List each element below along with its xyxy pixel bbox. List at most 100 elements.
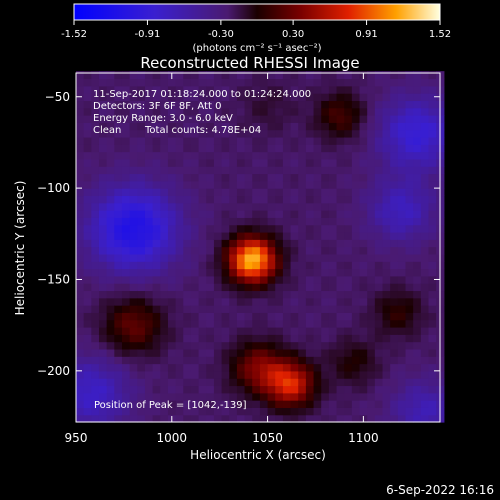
heatmap-cell — [167, 407, 177, 416]
heatmap-cell — [336, 210, 345, 218]
heatmap-cell — [413, 385, 422, 394]
heatmap-cell — [397, 173, 407, 182]
heatmap-cell — [313, 326, 322, 335]
heatmap-cell — [83, 115, 92, 123]
heatmap-cell — [290, 188, 299, 197]
heatmap-cell — [328, 392, 338, 401]
heatmap-cell — [428, 78, 437, 87]
heatmap-cell — [305, 378, 315, 387]
heatmap-cell — [428, 144, 437, 153]
heatmap-cell — [190, 202, 200, 211]
heatmap-cell — [221, 363, 230, 372]
heatmap-cell — [259, 400, 269, 408]
heatmap-cell — [344, 356, 353, 365]
heatmap-cell — [267, 78, 276, 87]
heatmap-cell — [367, 363, 376, 372]
heatmap-cell — [106, 246, 115, 255]
heatmap-cell — [175, 385, 184, 394]
heatmap-cell — [282, 93, 292, 102]
heatmap-cell — [382, 173, 391, 182]
heatmap-cell — [344, 319, 353, 328]
heatmap-cell — [313, 173, 322, 182]
heatmap-cell — [267, 210, 276, 218]
heatmap-cell — [213, 231, 223, 240]
heatmap-cell — [152, 115, 161, 123]
heatmap-cell — [83, 385, 92, 394]
heatmap-cell — [282, 210, 292, 218]
heatmap-cell — [298, 129, 307, 138]
heatmap-cell — [175, 290, 184, 299]
heatmap-cell — [152, 341, 161, 350]
heatmap-cell — [213, 173, 223, 182]
heatmap-cell — [321, 78, 330, 87]
heatmap-cell — [367, 129, 376, 138]
heatmap-cell — [160, 231, 169, 240]
heatmap-cell — [137, 122, 146, 131]
heatmap-cell — [413, 400, 422, 408]
heatmap-cell — [198, 217, 207, 226]
heatmap-cell — [91, 414, 100, 423]
heatmap-cell — [282, 144, 292, 153]
heatmap-cell — [236, 290, 246, 299]
heatmap-cell — [259, 122, 269, 131]
heatmap-cell — [336, 85, 345, 94]
heatmap-cell — [221, 202, 230, 211]
heatmap-cell — [390, 312, 399, 321]
heatmap-cell — [76, 107, 85, 116]
heatmap-cell — [390, 188, 399, 197]
heatmap-cell — [152, 290, 161, 299]
heatmap-cell — [152, 414, 161, 423]
heatmap-cell — [328, 261, 338, 270]
heatmap-cell — [351, 158, 361, 167]
heatmap-cell — [328, 115, 338, 123]
heatmap-cell — [244, 378, 253, 387]
heatmap-cell — [390, 231, 399, 240]
heatmap-cell — [267, 407, 276, 416]
heatmap-cell — [428, 224, 437, 233]
heatmap-cell — [83, 78, 92, 87]
heatmap-cell — [144, 93, 154, 102]
heatmap-cell — [259, 166, 269, 175]
heatmap-cell — [129, 283, 138, 292]
heatmap-cell — [229, 180, 238, 189]
heatmap-cell — [152, 305, 161, 313]
heatmap-cell — [198, 385, 207, 394]
heatmap-cell — [121, 71, 131, 80]
heatmap-cell — [282, 129, 292, 138]
heatmap-cell — [244, 370, 253, 379]
heatmap-cell — [252, 107, 261, 116]
heatmap-cell — [229, 378, 238, 387]
heatmap-cell — [367, 392, 376, 401]
heatmap-cell — [313, 231, 322, 240]
heatmap-cell — [83, 144, 92, 153]
heatmap-cell — [252, 202, 261, 211]
heatmap-cell — [267, 334, 276, 343]
heatmap-cell — [106, 363, 115, 372]
heatmap-cell — [252, 268, 261, 277]
heatmap-cell — [252, 312, 261, 321]
heatmap-cell — [321, 290, 330, 299]
heatmap-cell — [374, 334, 384, 343]
heatmap-cell — [298, 400, 307, 408]
heatmap-cell — [213, 217, 223, 226]
heatmap-cell — [198, 414, 207, 423]
heatmap-cell — [98, 290, 108, 299]
heatmap-cell — [76, 253, 85, 262]
heatmap-cell — [252, 326, 261, 335]
colorbar-tick-label: -0.30 — [208, 29, 234, 40]
heatmap-cell — [397, 158, 407, 167]
heatmap-cell — [305, 195, 315, 204]
heatmap-cell — [374, 210, 384, 218]
heatmap-cell — [137, 326, 146, 335]
heatmap-cell — [106, 275, 115, 284]
heatmap-cell — [83, 297, 92, 306]
heatmap-cell — [282, 378, 292, 387]
heatmap-cell — [374, 173, 384, 182]
heatmap-cell — [428, 326, 437, 335]
heatmap-cell — [129, 158, 138, 167]
heatmap-cell — [313, 107, 322, 116]
heatmap-cell — [229, 370, 238, 379]
heatmap-cell — [106, 78, 115, 87]
heatmap-cell — [367, 115, 376, 123]
heatmap-cell — [106, 210, 115, 218]
